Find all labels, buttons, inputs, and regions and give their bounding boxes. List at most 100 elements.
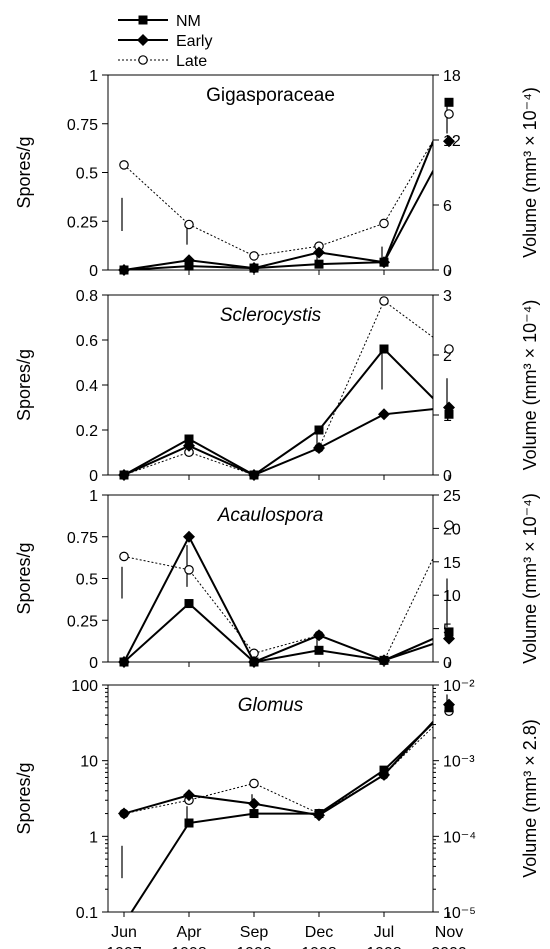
- point-early: [443, 135, 455, 148]
- x-tick-year: 1997: [106, 945, 142, 949]
- series-line-early: [123, 408, 433, 475]
- right-tick-label: 10: [443, 588, 461, 605]
- series-line-early: [123, 168, 433, 270]
- x-tick-month: Nov: [435, 924, 463, 941]
- right-tick-label: 18: [443, 68, 461, 85]
- point-nm: [379, 344, 389, 354]
- point-nm: [184, 434, 194, 444]
- point-late: [379, 218, 389, 229]
- left-tick-label: 1: [89, 68, 98, 85]
- right-tick-label: 10⁻³: [443, 754, 475, 771]
- point-nm: [184, 599, 194, 609]
- right-tick-label: 6: [443, 198, 452, 215]
- left-tick-label: 0.8: [76, 288, 98, 305]
- series-line-early: [123, 534, 433, 662]
- point-nm: [184, 818, 194, 828]
- series-line-early: [123, 720, 433, 817]
- point-nm: [444, 97, 454, 107]
- series-line-nm: [123, 347, 433, 475]
- y2-axis-label: Volume (mm³ × 10⁻⁴): [520, 493, 540, 664]
- point-nm: [379, 257, 389, 267]
- point-late: [444, 344, 454, 354]
- point-late: [444, 109, 454, 119]
- right-tick-label: 3: [443, 288, 452, 305]
- point-nm: [444, 627, 454, 637]
- point-nm: [249, 657, 259, 667]
- point-late: [119, 551, 129, 562]
- y2-axis-label: Volume (mm³ × 10⁻⁴): [520, 300, 540, 471]
- right-tick-label: 0: [443, 468, 452, 485]
- point-nm: [314, 259, 324, 269]
- series-line-nm: [130, 721, 433, 912]
- y-axis-label: Spores/g: [14, 349, 34, 421]
- right-tick-label: 25: [443, 488, 461, 505]
- y-axis-label: Spores/g: [14, 762, 34, 834]
- y2-axis-label: Volume (mm³ × 2.8): [520, 719, 540, 878]
- legend-label-nm: NM: [176, 13, 201, 30]
- x-tick-year: 1998: [171, 945, 207, 949]
- left-tick-label: 0: [89, 468, 98, 485]
- point-early: [118, 807, 130, 820]
- x-tick-month: Apr: [177, 924, 203, 941]
- series-line-nm: [123, 139, 433, 270]
- point-late: [184, 565, 194, 575]
- point-early: [313, 629, 325, 642]
- point-nm: [184, 261, 194, 271]
- panel-title: Glomus: [238, 695, 304, 716]
- left-tick-label: 0: [89, 655, 98, 672]
- series-line-nm: [123, 602, 433, 662]
- left-tick-label: 0.2: [76, 423, 98, 440]
- legend-marker-nm: [138, 15, 148, 25]
- point-nm: [249, 470, 259, 480]
- point-nm: [249, 263, 259, 273]
- left-tick-label: 0.5: [76, 572, 98, 589]
- point-nm: [119, 470, 129, 480]
- right-tick-label: 0: [443, 655, 452, 672]
- point-nm: [444, 409, 454, 419]
- x-tick-month: Jul: [374, 924, 394, 941]
- y-axis-label: Spores/g: [14, 136, 34, 208]
- point-early: [183, 530, 195, 543]
- right-tick-label: 2: [443, 348, 452, 365]
- point-late: [249, 251, 259, 261]
- x-tick-year: 1998: [236, 945, 272, 949]
- x-tick-month: Dec: [305, 924, 333, 941]
- x-tick-month: Jun: [111, 924, 137, 941]
- point-early: [313, 246, 325, 259]
- left-tick-label: 0.1: [76, 905, 98, 922]
- left-tick-label: 0.5: [76, 166, 98, 183]
- point-nm: [379, 765, 389, 775]
- x-tick-month: Sep: [240, 924, 269, 941]
- left-tick-label: 0.75: [67, 530, 98, 547]
- x-tick-year: 2000: [431, 945, 467, 949]
- left-tick-label: 0.4: [76, 378, 98, 395]
- point-late: [379, 296, 389, 306]
- right-tick-label: 15: [443, 555, 461, 572]
- point-nm: [314, 425, 324, 435]
- left-tick-label: 0.6: [76, 333, 98, 350]
- series-line-late: [123, 139, 433, 257]
- point-late: [249, 778, 259, 789]
- legend-marker-late: [138, 55, 148, 65]
- left-tick-label: 10: [80, 754, 98, 771]
- point-early: [378, 408, 390, 421]
- point-nm: [314, 809, 324, 819]
- left-tick-label: 0.75: [67, 117, 98, 134]
- point-early: [313, 442, 325, 454]
- right-tick-label: 10⁻⁴: [443, 829, 476, 846]
- panel-title: Acaulospora: [217, 505, 324, 526]
- y-axis-label: Spores/g: [14, 542, 34, 614]
- point-nm: [249, 809, 259, 819]
- right-tick-label: 10⁻²: [443, 678, 475, 695]
- panel-frame: [107, 684, 434, 913]
- point-nm: [314, 645, 324, 655]
- point-nm: [444, 703, 454, 713]
- point-early: [183, 789, 195, 802]
- left-tick-label: 100: [71, 678, 98, 695]
- left-tick-label: 1: [89, 488, 98, 505]
- left-tick-label: 0: [89, 263, 98, 280]
- x-tick-year: 1998: [301, 945, 337, 949]
- panel-title: Gigasporaceae: [206, 85, 335, 106]
- x-tick-year: 1998: [366, 945, 402, 949]
